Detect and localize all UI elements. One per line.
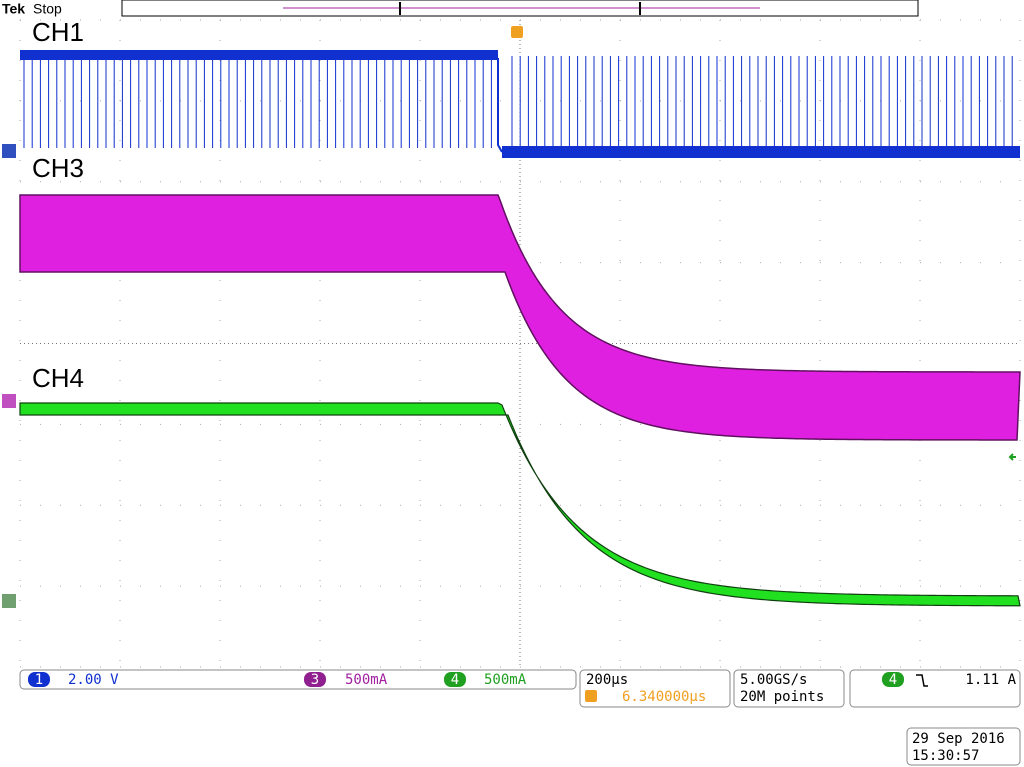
ch4-marker — [2, 594, 16, 608]
trigger-icon — [585, 690, 597, 702]
sample-rate: 5.00GS/s — [740, 672, 807, 688]
ch-badge — [882, 672, 904, 687]
ch1-spikes — [23, 55, 1013, 152]
date: 29 Sep 2016 — [912, 731, 1005, 747]
trigger-position: 6.340000µs — [622, 689, 706, 705]
channel-label: CH1 — [32, 17, 84, 47]
vertical-readout — [19, 669, 577, 690]
record-length: 20M points — [740, 689, 824, 705]
channel-label: CH3 — [32, 153, 84, 183]
ch-number: 1 — [35, 672, 43, 688]
status: Stop — [33, 1, 62, 17]
ch3-scale: 500mA — [345, 672, 388, 688]
ch1-high — [20, 50, 498, 60]
trigger-source: 4 — [889, 672, 897, 688]
trigger-level: 1.11 A — [965, 672, 1016, 688]
ch3-marker — [2, 394, 16, 408]
trigger-marker — [511, 26, 523, 38]
ch1-marker — [2, 144, 16, 158]
ch3-envelope — [19, 194, 1021, 441]
ch-badge — [444, 672, 466, 687]
datetime-box — [906, 727, 1021, 766]
ch1-edge — [497, 58, 503, 153]
ch-number: 4 — [451, 672, 459, 688]
horizontal-readout — [579, 669, 731, 708]
timebase: 200µs — [586, 672, 628, 688]
ch-badge — [28, 672, 50, 687]
trigger-readout — [849, 669, 1021, 708]
ch1-low — [502, 146, 1020, 158]
brand: Tek — [2, 1, 25, 17]
time: 15:30:57 — [912, 748, 979, 764]
ch4-scale: 500mA — [484, 672, 527, 688]
ch-number: 3 — [311, 672, 319, 688]
acquisition-readout — [733, 669, 845, 708]
ch4-trace — [19, 402, 1021, 607]
waveforms — [19, 50, 1021, 607]
ch4-level-marker — [1008, 453, 1016, 461]
record-view — [121, 0, 919, 17]
channel-label: CH4 — [32, 363, 84, 393]
slope-icon — [916, 674, 928, 687]
ch1-scale: 2.00 V — [68, 672, 119, 688]
ch-badge — [304, 672, 326, 687]
